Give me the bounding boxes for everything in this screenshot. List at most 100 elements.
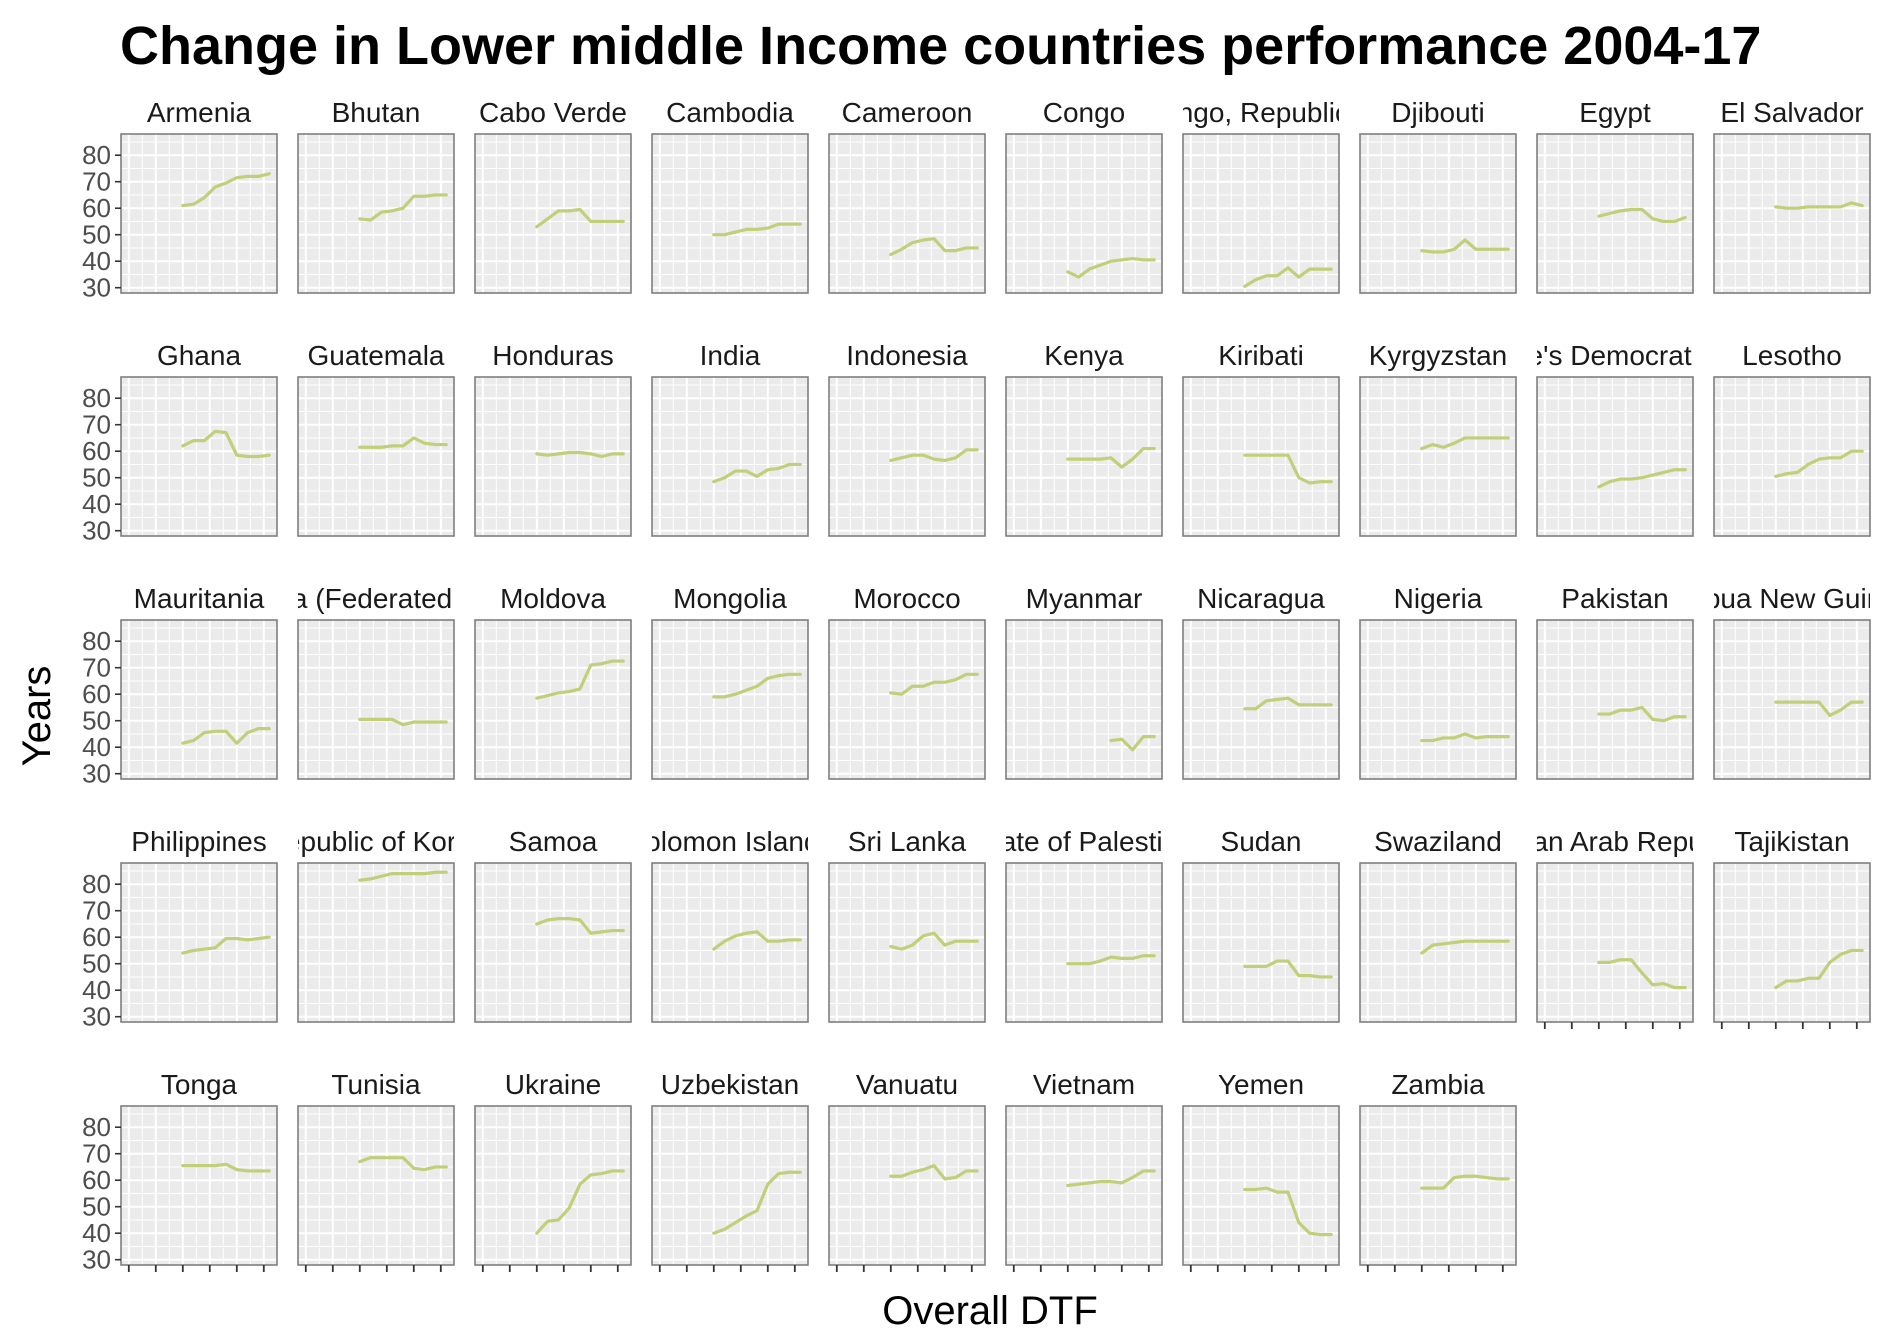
facet-strip-label: Yemen bbox=[1218, 1069, 1304, 1100]
series-line bbox=[1774, 700, 1864, 717]
x-axis-title: Overall DTF bbox=[882, 1289, 1098, 1333]
series-line bbox=[1243, 959, 1333, 979]
facet-strip-label: Ghana bbox=[157, 340, 241, 371]
series-line bbox=[1243, 1186, 1333, 1237]
facet-strip-label: Egypt bbox=[1579, 97, 1651, 128]
panel-background bbox=[1714, 620, 1870, 779]
panel-border bbox=[474, 133, 632, 294]
panel-background bbox=[121, 620, 277, 779]
facet-panel: Cameroon bbox=[828, 97, 986, 294]
facet-strip-label: Lao People's Democratic Republic bbox=[1401, 340, 1828, 371]
y-tick-label: 40 bbox=[82, 732, 111, 762]
panel-border bbox=[474, 376, 632, 537]
panel-background bbox=[1360, 620, 1516, 779]
panel-border bbox=[828, 1105, 986, 1266]
panel-border bbox=[651, 133, 809, 294]
series-line bbox=[1597, 207, 1687, 224]
panel-background bbox=[121, 1106, 277, 1265]
panel-background bbox=[1537, 620, 1693, 779]
facet-panel: Zambia bbox=[1359, 1069, 1517, 1272]
series-line bbox=[358, 870, 448, 882]
panel-border bbox=[1182, 862, 1340, 1023]
panel-background bbox=[829, 620, 985, 779]
panel-background bbox=[1006, 377, 1162, 536]
panel-border bbox=[297, 619, 455, 780]
panel-border bbox=[828, 619, 986, 780]
facet-strip-label: Tonga bbox=[161, 1069, 238, 1100]
facet-panel: Honduras bbox=[474, 340, 632, 537]
series-line bbox=[712, 462, 802, 484]
series-line bbox=[1597, 705, 1687, 723]
facet-panel: Indonesia bbox=[828, 340, 986, 537]
facet-strip-label: Vanuatu bbox=[856, 1069, 958, 1100]
panel-background bbox=[1714, 863, 1870, 1022]
facet-panel: Sudan bbox=[1182, 826, 1340, 1023]
facet-strip-label: El Salvador bbox=[1720, 97, 1863, 128]
y-tick-label: 50 bbox=[82, 949, 111, 979]
facet-panel: Egypt bbox=[1536, 97, 1694, 294]
y-tick-label: 30 bbox=[82, 1002, 111, 1032]
y-tick-label: 80 bbox=[82, 1112, 111, 1142]
series-line bbox=[1774, 449, 1864, 478]
y-tick-label: 30 bbox=[82, 1245, 111, 1275]
facet-panel: Tunisia bbox=[297, 1069, 455, 1272]
panel-background bbox=[1183, 1106, 1339, 1265]
facet-strip-label: Cabo Verde bbox=[479, 97, 627, 128]
series-line bbox=[712, 672, 802, 699]
facet-panel: Uzbekistan bbox=[651, 1069, 809, 1272]
y-tick-label: 60 bbox=[82, 436, 111, 466]
series-line bbox=[1420, 939, 1510, 955]
facet-strip-label: Tajikistan bbox=[1734, 826, 1849, 857]
facet-panel: El Salvador bbox=[1713, 97, 1871, 294]
facet-panel: Syrian Arab Republic bbox=[1536, 826, 1694, 1029]
series-line bbox=[1597, 468, 1687, 489]
panel-background bbox=[121, 134, 277, 293]
facet-strip-label: Pakistan bbox=[1561, 583, 1668, 614]
panel-background bbox=[475, 863, 631, 1022]
y-tick-label: 80 bbox=[82, 140, 111, 170]
facet-strip-label: State of Palestine bbox=[974, 826, 1193, 857]
facet-panel: Kiribati bbox=[1182, 340, 1340, 537]
panel-background bbox=[1006, 134, 1162, 293]
series-line bbox=[181, 172, 271, 208]
series-line bbox=[1066, 446, 1156, 469]
panel-background bbox=[298, 620, 454, 779]
panel-border bbox=[1536, 133, 1694, 294]
panel-border bbox=[1182, 376, 1340, 537]
panel-background bbox=[1537, 863, 1693, 1022]
facet-strip-label: Zambia bbox=[1391, 1069, 1485, 1100]
panel-border bbox=[651, 862, 809, 1023]
panel-background bbox=[298, 134, 454, 293]
series-line bbox=[712, 222, 802, 237]
y-tick-label: 40 bbox=[82, 975, 111, 1005]
panel-background bbox=[298, 377, 454, 536]
series-line bbox=[1420, 436, 1510, 451]
y-tick-label: 50 bbox=[82, 220, 111, 250]
series-line bbox=[535, 659, 625, 700]
facet-strip-label: Honduras bbox=[492, 340, 613, 371]
panel-background bbox=[1714, 377, 1870, 536]
y-tick-label: 30 bbox=[82, 759, 111, 789]
y-tick-label: 60 bbox=[82, 1165, 111, 1195]
panel-background bbox=[1183, 863, 1339, 1022]
y-tick-label: 60 bbox=[82, 193, 111, 223]
panel-background bbox=[1537, 377, 1693, 536]
facet-strip-label: Uzbekistan bbox=[661, 1069, 800, 1100]
facet-strip-label: Samoa bbox=[509, 826, 598, 857]
panel-background bbox=[1006, 620, 1162, 779]
series-line bbox=[535, 207, 625, 229]
series-line bbox=[889, 1164, 979, 1181]
panel-background bbox=[652, 620, 808, 779]
y-tick-label: 30 bbox=[82, 273, 111, 303]
panel-border bbox=[120, 133, 278, 294]
facet-strip-label: Nicaragua bbox=[1197, 583, 1325, 614]
series-line bbox=[1420, 732, 1510, 743]
y-axis-title: Years bbox=[15, 666, 59, 767]
y-tick-label: 60 bbox=[82, 922, 111, 952]
panel-background bbox=[1360, 134, 1516, 293]
panel-border bbox=[120, 1105, 278, 1266]
facet-strip-label: Guatemala bbox=[308, 340, 445, 371]
